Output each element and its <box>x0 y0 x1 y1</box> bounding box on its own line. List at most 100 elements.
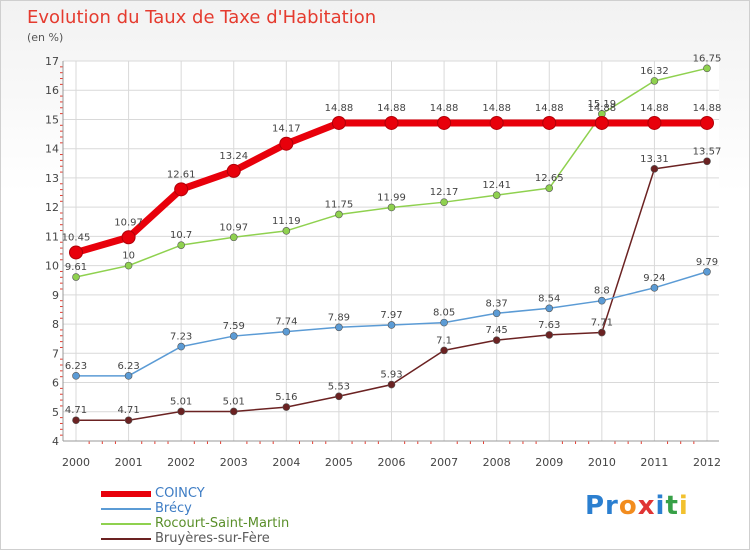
x-tick-label: 2010 <box>588 456 616 469</box>
data-label: 9.79 <box>696 257 718 268</box>
data-label: 14.88 <box>693 103 722 114</box>
data-label: 10.97 <box>219 222 248 233</box>
legend: COINCY Brécy Rocourt-Saint-Martin Bruyères-… <box>101 486 361 546</box>
y-tick-label: 16 <box>45 84 59 97</box>
legend-swatch <box>101 523 151 525</box>
data-label: 14.88 <box>430 103 459 114</box>
x-tick-label: 2002 <box>167 456 195 469</box>
data-label: 12.61 <box>167 169 196 180</box>
data-label: 7.97 <box>380 310 402 321</box>
data-point <box>440 318 448 327</box>
data-point <box>598 296 606 305</box>
legend-swatch <box>101 491 151 497</box>
x-tick-label: 2008 <box>483 456 511 469</box>
data-label: 8.54 <box>538 293 560 304</box>
data-label: 14.88 <box>325 103 354 114</box>
data-label: 6.23 <box>65 361 87 372</box>
data-point <box>437 115 452 130</box>
data-label: 10.45 <box>62 232 91 243</box>
data-point <box>440 198 448 206</box>
data-point <box>489 115 504 130</box>
data-label: 13.24 <box>219 151 248 162</box>
y-tick-label: 14 <box>45 143 59 156</box>
data-label: 4.71 <box>65 405 87 416</box>
data-label: 7.89 <box>328 312 350 323</box>
data-label: 14.88 <box>377 103 406 114</box>
data-point <box>703 64 711 73</box>
series-layer <box>69 64 714 425</box>
data-label: 7.45 <box>486 325 508 336</box>
data-point <box>594 115 609 130</box>
data-point <box>174 182 189 197</box>
x-tick-label: 2000 <box>62 456 90 469</box>
data-label: 8.05 <box>433 308 455 319</box>
y-axis-unit: (en %) <box>27 31 64 44</box>
data-point <box>545 184 554 192</box>
data-label: 14.17 <box>272 124 301 135</box>
y-tick-label: 12 <box>45 201 59 214</box>
data-label: 7.74 <box>275 317 297 328</box>
legend-label: COINCY <box>155 486 205 501</box>
data-point <box>492 336 501 344</box>
data-point <box>440 346 448 355</box>
data-label: 11.75 <box>325 199 354 210</box>
x-tick-label: 2003 <box>220 456 248 469</box>
data-label: 11.19 <box>272 216 301 227</box>
data-point <box>703 267 711 276</box>
legend-label: Rocourt-Saint-Martin <box>155 516 290 531</box>
data-label: 10 <box>122 251 135 262</box>
data-label: 4.71 <box>117 405 139 416</box>
data-point <box>492 191 501 199</box>
data-label: 14.88 <box>535 103 564 114</box>
data-point <box>177 241 185 249</box>
data-point <box>282 403 291 411</box>
data-point <box>177 407 185 416</box>
legend-swatch <box>101 538 151 540</box>
data-point <box>387 380 396 389</box>
data-label: 8.37 <box>486 298 508 309</box>
data-point <box>229 233 238 242</box>
data-label: 13.57 <box>693 146 722 157</box>
data-point <box>492 309 501 318</box>
data-point <box>542 115 557 130</box>
data-point <box>647 115 662 130</box>
data-label: 7.59 <box>223 321 245 332</box>
data-label: 13.31 <box>640 154 669 165</box>
data-point <box>124 372 133 380</box>
data-labels: 4.71 4.71 5.01 5.01 5.16 5.53 5.93 7.1 7.45 7.63 7… <box>62 53 722 416</box>
data-point <box>545 331 554 339</box>
y-tick-label: 7 <box>52 347 59 360</box>
y-tick-label: 13 <box>45 172 59 185</box>
x-tick-label: 2001 <box>115 456 143 469</box>
data-label: 10.97 <box>114 217 143 228</box>
x-tick-label: 2011 <box>640 456 668 469</box>
data-label: 5.01 <box>170 396 192 407</box>
data-point <box>650 165 659 173</box>
x-tick-label: 2007 <box>430 456 458 469</box>
data-label: 5.01 <box>223 396 245 407</box>
data-point <box>650 284 659 292</box>
data-point <box>229 332 238 340</box>
data-point <box>387 203 396 212</box>
data-point <box>387 321 396 329</box>
data-point <box>282 227 291 235</box>
data-point <box>72 372 80 380</box>
legend-item: COINCY <box>101 486 361 501</box>
data-point <box>331 115 346 130</box>
data-point <box>335 392 343 401</box>
data-point <box>545 304 554 313</box>
data-point <box>700 115 714 130</box>
y-tick-label: 10 <box>45 260 59 273</box>
y-tick-label: 15 <box>45 113 59 126</box>
y-tick-label: 8 <box>52 318 59 331</box>
data-point <box>335 323 343 332</box>
x-tick-label: 2006 <box>378 456 406 469</box>
data-point <box>69 245 83 260</box>
data-label: 12.17 <box>430 187 459 198</box>
data-label: 6.23 <box>117 361 139 372</box>
data-label: 12.65 <box>535 173 564 184</box>
data-label: 10.7 <box>170 230 192 241</box>
data-point <box>72 273 80 281</box>
data-point <box>650 77 659 85</box>
